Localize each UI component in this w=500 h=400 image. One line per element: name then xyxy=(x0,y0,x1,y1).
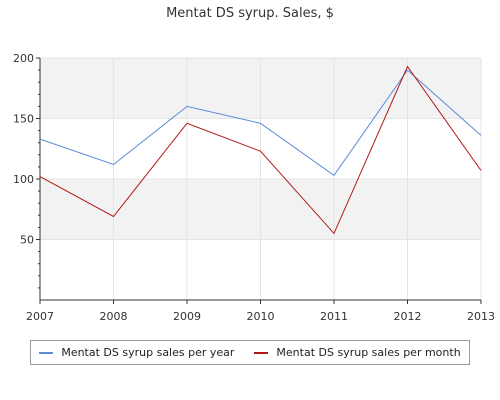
series-line-per-month xyxy=(39,65,482,235)
x-tick-label: 2012 xyxy=(394,310,422,323)
legend-swatch-per-year xyxy=(39,351,54,354)
legend-item-per-year: Mentat DS syrup sales per year xyxy=(39,346,234,359)
x-tick-label: 2011 xyxy=(320,310,348,323)
x-tick-label: 2008 xyxy=(100,310,128,323)
legend-label-per-month: Mentat DS syrup sales per month xyxy=(276,346,461,359)
legend-swatch-per-month xyxy=(254,351,269,354)
y-tick-label: 100 xyxy=(13,173,34,186)
legend-item-per-month: Mentat DS syrup sales per month xyxy=(254,346,461,359)
tick-labels: 50 100 150 200 2007 2008 2009 2010 2011 2012 2013 xyxy=(13,52,495,323)
grid-lines xyxy=(40,57,482,300)
legend-label-per-year: Mentat DS syrup sales per year xyxy=(61,346,235,359)
y-tick-label: 50 xyxy=(20,234,34,247)
legend: Mentat DS syrup sales per year Mentat DS… xyxy=(30,340,470,365)
series-lines xyxy=(39,65,482,235)
x-tick-label: 2013 xyxy=(467,310,495,323)
axes xyxy=(36,57,482,304)
x-tick-label: 2009 xyxy=(173,310,201,323)
x-tick-label: 2010 xyxy=(247,310,275,323)
x-tick-label: 2007 xyxy=(26,310,54,323)
y-tick-label: 150 xyxy=(13,113,34,126)
y-tick-label: 200 xyxy=(13,52,34,65)
chart-title: Mentat DS syrup. Sales, $ xyxy=(166,6,334,21)
series-line-per-year xyxy=(39,69,482,177)
